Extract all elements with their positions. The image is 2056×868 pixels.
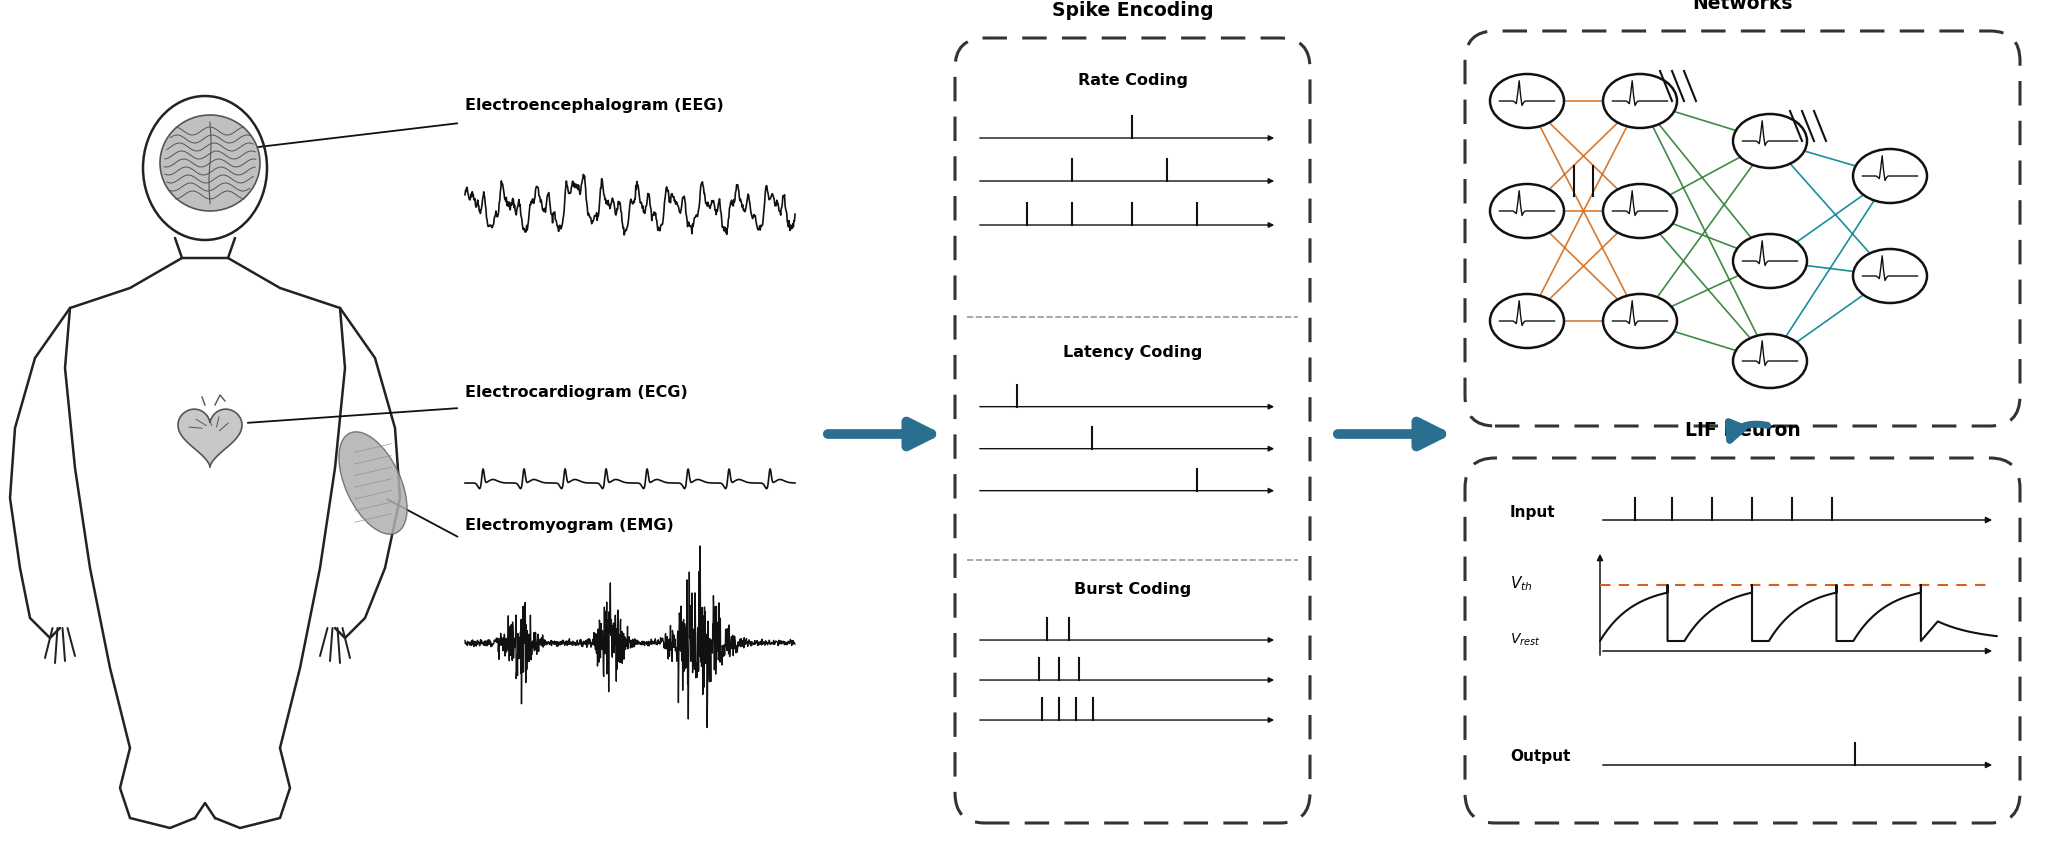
Ellipse shape [1852,149,1926,203]
Text: $V_{rest}$: $V_{rest}$ [1509,632,1540,648]
Ellipse shape [1604,74,1678,128]
Text: Output: Output [1509,749,1571,765]
Ellipse shape [339,431,407,534]
Polygon shape [179,409,243,467]
Ellipse shape [1852,249,1926,303]
Text: Spiking Neural
Networks: Spiking Neural Networks [1665,0,1822,13]
Text: Electromyogram (EMG): Electromyogram (EMG) [465,518,674,533]
Text: $V_{th}$: $V_{th}$ [1509,575,1532,594]
Text: Latency Coding: Latency Coding [1063,345,1203,359]
Text: Rate Coding: Rate Coding [1077,73,1188,88]
Ellipse shape [1733,234,1807,288]
Ellipse shape [1491,294,1565,348]
Ellipse shape [1604,184,1678,238]
Ellipse shape [1491,74,1565,128]
Text: Input: Input [1509,504,1556,520]
Ellipse shape [1491,184,1565,238]
Ellipse shape [1733,334,1807,388]
Text: Burst Coding: Burst Coding [1073,582,1190,597]
Text: Spike Encoding: Spike Encoding [1053,1,1213,20]
Text: Electrocardiogram (ECG): Electrocardiogram (ECG) [465,385,689,400]
Ellipse shape [160,115,259,211]
Ellipse shape [1733,114,1807,168]
Text: Electroencephalogram (EEG): Electroencephalogram (EEG) [465,98,724,113]
Ellipse shape [1604,294,1678,348]
Text: LIF Neuron: LIF Neuron [1684,421,1801,440]
